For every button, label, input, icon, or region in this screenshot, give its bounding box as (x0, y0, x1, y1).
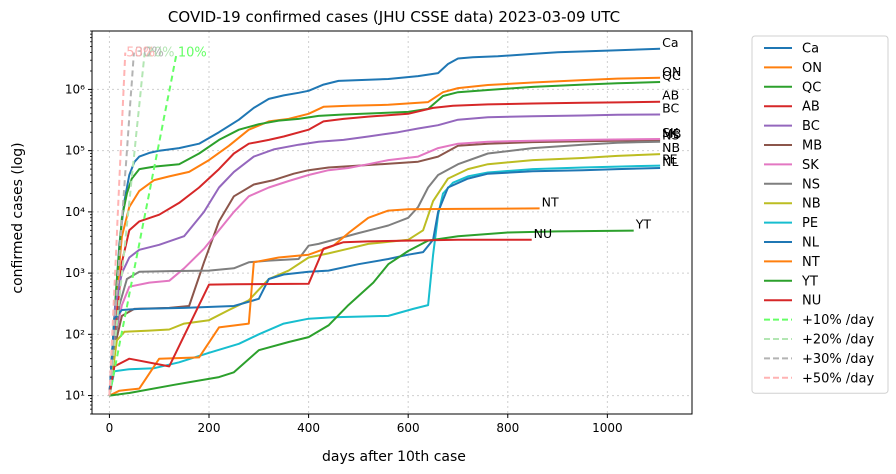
legend-label: QC (802, 80, 821, 95)
series-line-sk (108, 138, 661, 396)
legend-label: +30% /day (802, 352, 875, 367)
x-tick-label: 0 (106, 421, 114, 435)
legend-label: PE (802, 216, 818, 231)
series-line-ns (108, 140, 661, 396)
x-tick-label: 800 (496, 421, 519, 435)
legend-label: +10% /day (802, 313, 875, 328)
legend-label: YT (801, 274, 818, 289)
legend-label: +50% /day (802, 371, 875, 386)
reference-line-30pct (108, 52, 135, 396)
series-end-label-sk: SK (662, 125, 679, 140)
series-end-label-nl: NL (662, 154, 678, 169)
x-tick-label: 600 (397, 421, 420, 435)
series-line-nl (108, 167, 661, 396)
series-end-label-nt: NT (542, 194, 559, 209)
series-line-qc (108, 81, 661, 396)
series-line-nu (108, 238, 532, 396)
reference-label-20pct: 20% (146, 46, 175, 61)
series-end-label-ns: NS (662, 128, 679, 143)
series-line-ca (108, 47, 661, 396)
x-axis-title: days after 10th case (322, 449, 466, 465)
legend-label: BC (802, 119, 820, 134)
series-end-label-mb: MB (662, 126, 681, 141)
reference-label-10pct: 10% (178, 46, 207, 61)
x-tick-label: 200 (198, 421, 221, 435)
series-line-ab (108, 100, 661, 396)
legend: Ca ON QC AB BC MB SK NS NB PE NL NT YT NU +10% /day +20… (751, 35, 889, 394)
series-end-label-nu: NU (534, 226, 553, 241)
chart-title: COVID-19 confirmed cases (JHU CSSE data)… (168, 8, 620, 26)
legend-label: NL (802, 236, 820, 251)
reference-label-30pct: 30% (135, 46, 164, 61)
legend-label: NS (802, 177, 820, 192)
reference-line-10pct (108, 52, 178, 396)
y-axis-title: confirmed cases (log) (10, 142, 26, 293)
series-end-label-bc: BC (662, 100, 679, 115)
series-line-yt (109, 229, 634, 397)
y-tick-label: 10⁴ (65, 205, 85, 219)
series-end-label-qc: QC (662, 68, 681, 83)
y-tick-label: 10³ (65, 266, 85, 280)
y-tick-label: 10⁵ (65, 144, 85, 158)
reference-line-50pct (108, 52, 127, 396)
legend-label: NU (802, 294, 821, 309)
series-end-label-on: ON (662, 64, 681, 79)
series-line-bc (108, 113, 661, 396)
series-line-nb (108, 153, 661, 396)
grid (92, 31, 692, 414)
x-tick-label: 400 (297, 421, 320, 435)
series-end-label-ab: AB (662, 88, 679, 103)
series-end-label-yt: YT (635, 217, 652, 232)
x-tick-label: 1000 (592, 421, 623, 435)
legend-label: NB (802, 197, 821, 212)
axes: 0 200 400 600 800 1000 10¹ 10² 10³ 10⁴ 10⁵ 10⁶ (65, 30, 693, 435)
legend-label: MB (802, 139, 822, 154)
series-end-label-nb: NB (662, 140, 680, 155)
series-end-label-ca: Ca (662, 35, 678, 50)
legend-label: ON (802, 61, 822, 76)
reference-lines: 10%20%30%50% (108, 46, 207, 396)
legend-label: Ca (802, 42, 819, 57)
reference-label-50pct: 50% (126, 46, 155, 61)
series-end-label-pe: PE (662, 152, 678, 167)
legend-label: SK (802, 158, 819, 173)
legend-label: AB (802, 100, 820, 115)
y-tick-label: 10¹ (65, 389, 85, 403)
legend-label: +20% /day (802, 333, 875, 348)
series-line-on (108, 76, 661, 396)
series-line-pe (108, 164, 661, 396)
reference-line-20pct (108, 52, 146, 396)
y-tick-label: 10² (65, 327, 85, 341)
plot-frame (91, 30, 693, 415)
legend-label: NT (802, 255, 820, 270)
series-line-nt (108, 207, 540, 397)
y-tick-label: 10⁶ (65, 82, 85, 96)
